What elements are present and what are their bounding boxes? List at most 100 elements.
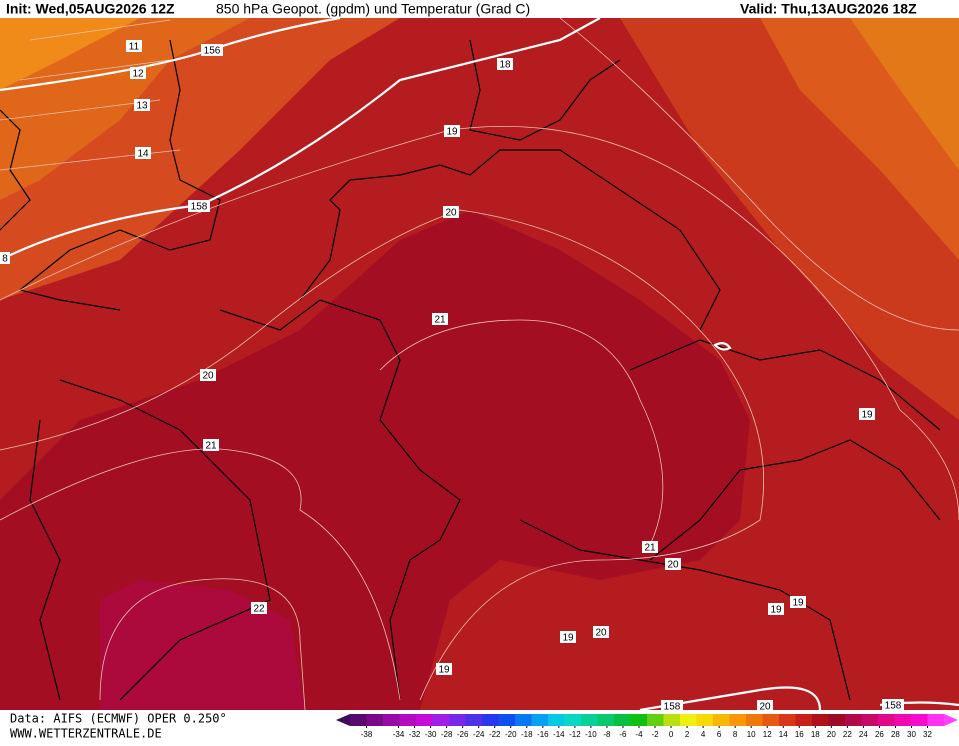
legend-tick-label: 12: [763, 730, 772, 739]
contour-label: 156: [204, 46, 221, 57]
map-title: 850 hPa Geopot. (gpdm) und Temperatur (G…: [216, 1, 530, 17]
contour-label-box: [790, 596, 806, 608]
contour-label: 18: [499, 60, 511, 71]
contour-label: 22: [253, 604, 265, 615]
legend-swatch: [795, 714, 813, 726]
contour-label: 158: [885, 701, 902, 712]
contour-label-box: [203, 439, 219, 451]
legend-swatch: [894, 714, 912, 726]
contour-label-box: [134, 99, 150, 111]
legend-arrow-high: [944, 714, 958, 726]
legend-swatch: [812, 714, 829, 726]
legend-tick-label: 6: [717, 730, 722, 739]
contour-label: 158: [191, 202, 208, 213]
legend-tick-label: 22: [843, 730, 852, 739]
legend-swatch: [465, 714, 483, 726]
legend-tick-label: -14: [553, 730, 565, 739]
contour-label-box: [859, 408, 875, 420]
contour-label: 14: [137, 149, 149, 160]
legend-tick-label: -4: [635, 730, 643, 739]
legend-swatch: [531, 714, 549, 726]
legend-tick-label: -26: [457, 730, 469, 739]
legend-tick-label: -12: [569, 730, 581, 739]
legend-tick-label: -8: [603, 730, 611, 739]
contour-label: 21: [205, 441, 217, 452]
contour-label-box: [251, 602, 267, 614]
legend-swatch: [564, 714, 582, 726]
contour-label: 19: [770, 605, 782, 616]
legend-tick-label: 18: [811, 730, 820, 739]
legend-tick-label: -20: [505, 730, 517, 739]
legend-swatch: [350, 714, 367, 726]
legend-swatch: [663, 714, 681, 726]
legend-swatch: [482, 714, 499, 726]
contour-label: 19: [792, 598, 804, 609]
legend-swatch: [614, 714, 631, 726]
legend-swatch: [383, 714, 400, 726]
contour-label-box: [642, 541, 658, 553]
legend-swatch: [713, 714, 730, 726]
contour-label-box: [432, 313, 448, 325]
legend-swatch: [729, 714, 747, 726]
color-legend: -38 -34 -32 -30 -28 -26 -24 -22 -20 -18 -16 -14 -12-…: [336, 714, 958, 739]
legend-tick-label: -38: [361, 730, 373, 739]
init-time: Init: Wed,05AUG2026 12Z: [6, 1, 175, 17]
legend-tick-label: 28: [891, 730, 900, 739]
contour-label-box: [201, 44, 223, 56]
contour-label-box: [497, 58, 513, 70]
contour-label: 21: [434, 315, 446, 326]
contour-label-box: [661, 700, 683, 712]
legend-swatch: [861, 714, 879, 726]
contour-label: 12: [132, 69, 144, 80]
legend-swatch: [366, 714, 384, 726]
contour-label: 158: [664, 702, 681, 713]
legend-swatch: [845, 714, 862, 726]
legend-swatch: [515, 714, 532, 726]
legend-tick-label: 20: [827, 730, 836, 739]
data-source: Data: AIFS (ECMWF) OPER 0.250°: [10, 712, 227, 726]
legend-swatch: [878, 714, 895, 726]
legend-swatch: [548, 714, 565, 726]
legend-swatch: [828, 714, 846, 726]
contour-label: 20: [595, 628, 607, 639]
valid-time: Valid: Thu,13AUG2026 18Z: [740, 1, 917, 17]
legend-tick-label: -10: [585, 730, 597, 739]
contour-label: 20: [759, 702, 771, 713]
contour-label-box: [135, 147, 151, 159]
legend-tick-label: -2: [651, 730, 659, 739]
legend-swatch: [432, 714, 450, 726]
contour-label-box: [593, 626, 609, 638]
legend-tick-label: -30: [425, 730, 437, 739]
contour-label: 13: [136, 101, 148, 112]
site-url: WWW.WETTERZENTRALE.DE: [10, 727, 162, 741]
legend-tick-label: 16: [795, 730, 804, 739]
contour-labels: 11 12 13 14 156 158 8 18 19 20 21 20 21 19 22 21 20 19 19 2…: [0, 40, 904, 713]
legend-tick-label: 26: [875, 730, 884, 739]
legend-tick-label: -16: [537, 730, 549, 739]
legend-tick-label: -32: [409, 730, 421, 739]
contour-label-box: [126, 40, 142, 52]
legend-swatch: [630, 714, 648, 726]
legend-tick-label: 14: [779, 730, 788, 739]
legend-tick-label: 0: [669, 730, 674, 739]
legend-swatch: [647, 714, 664, 726]
contour-label: 21: [644, 543, 656, 554]
contour-label-box: [560, 631, 576, 643]
contour-label: 11: [129, 42, 140, 53]
legend-tick-label: 30: [907, 730, 916, 739]
contour-label-box: [882, 699, 904, 711]
legend-tick-label: 10: [747, 730, 756, 739]
contour-label-box: [0, 252, 10, 264]
legend-tick-label: 4: [701, 730, 706, 739]
legend-swatch: [696, 714, 714, 726]
legend-arrow-low: [336, 714, 350, 726]
legend-tick-label: 2: [685, 730, 690, 739]
contour-label-box: [200, 369, 216, 381]
legend-tick-label: -18: [521, 730, 533, 739]
contour-label: 8: [2, 254, 8, 265]
legend-swatch: [779, 714, 796, 726]
contour-label: 20: [202, 371, 214, 382]
contour-label-box: [768, 603, 784, 615]
legend-swatch: [911, 714, 928, 726]
contour-label: 19: [562, 633, 574, 644]
